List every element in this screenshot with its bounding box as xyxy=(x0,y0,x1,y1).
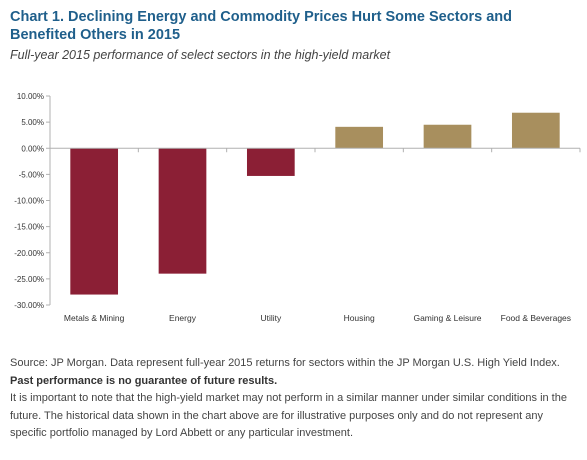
y-tick-label: -20.00% xyxy=(14,249,44,258)
bar xyxy=(335,126,384,149)
x-category-label: Energy xyxy=(169,313,197,323)
performance-warning: Past performance is no guarantee of futu… xyxy=(10,374,278,387)
x-category-label: Utility xyxy=(260,313,282,323)
chart-title: Chart 1. Declining Energy and Commodity … xyxy=(10,9,512,43)
disclaimer-text: It is important to note that the high-yi… xyxy=(10,392,567,439)
chart-subtitle: Full-year 2015 performance of select sec… xyxy=(10,48,391,62)
x-category-label: Gaming & Leisure xyxy=(413,313,481,323)
bar xyxy=(158,148,207,274)
y-tick-label: -30.00% xyxy=(14,301,44,310)
x-category-label: Housing xyxy=(344,313,375,323)
y-tick-label: -10.00% xyxy=(14,197,44,206)
chart-footer: Source: JP Morgan. Data represent full-y… xyxy=(10,355,582,443)
y-tick-label: -15.00% xyxy=(14,223,44,232)
y-tick-label: 10.00% xyxy=(17,92,44,101)
bar xyxy=(511,112,560,149)
bar-chart: 10.00% 5.00% 0.00% -5.00% -10.00% -15.00% -20.… xyxy=(14,92,581,323)
y-tick-label: -25.00% xyxy=(14,275,44,284)
bar xyxy=(70,148,119,295)
x-category-label: Food & Beverages xyxy=(501,313,571,323)
y-tick-label: -5.00% xyxy=(19,170,44,179)
y-tick-label: 0.00% xyxy=(21,144,44,153)
bar xyxy=(423,124,472,149)
source-note: Source: JP Morgan. Data represent full-y… xyxy=(10,357,560,369)
bar xyxy=(246,148,295,176)
y-tick-label: 5.00% xyxy=(21,118,44,127)
x-category-label: Metals & Mining xyxy=(64,313,125,323)
